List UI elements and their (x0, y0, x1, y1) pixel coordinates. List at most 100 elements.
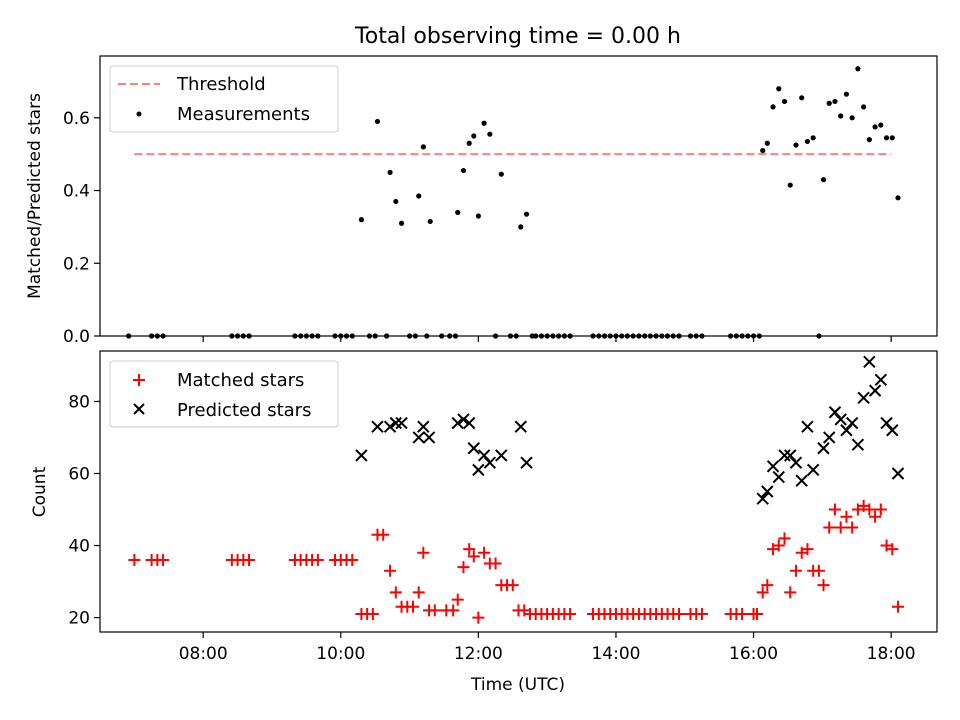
threshold-legend-label: Threshold (176, 74, 266, 95)
measurement-point (387, 169, 393, 175)
matched-star-point (463, 543, 476, 556)
top-y-tick-label: 0.6 (63, 109, 90, 129)
matched-star-point (564, 607, 577, 620)
top-panel: 0.0 0.2 0.4 0.6 Matched/Predicted stars Thr… (25, 55, 938, 347)
measurement-point (518, 224, 524, 230)
matched-star-point (489, 557, 502, 570)
predicted-star-point (417, 420, 430, 433)
bottom-x-ticks: 08:00 10:00 12:00 14:00 16:00 18:00 (179, 632, 916, 664)
matched-star-point (478, 546, 491, 559)
top-y-ticks: 0.0 0.2 0.4 0.6 (63, 109, 100, 347)
measurement-point (487, 131, 493, 137)
bottom-x-tick-label: 14:00 (591, 644, 640, 664)
bottom-legend-box (109, 360, 339, 428)
figure-title: Total observing time = 0.00 h (354, 24, 681, 49)
measurement-point (455, 209, 461, 215)
top-axes-frame (99, 55, 938, 337)
x-axis-label: Time (UTC) (470, 675, 565, 695)
predicted-star-point (823, 431, 836, 444)
predicted-star-point (383, 420, 397, 433)
predicted-star-point (795, 474, 808, 487)
predicted-legend-swatch (133, 403, 145, 415)
predicted-star-point (868, 384, 882, 397)
predicted-star-point (483, 456, 497, 469)
predicted-star-point (817, 442, 830, 455)
measurements-legend-label: Measurements (177, 104, 310, 125)
matched-star-point (506, 579, 519, 592)
matched-star-point (451, 593, 464, 606)
matched-star-point (389, 586, 402, 599)
predicted-star-point (520, 456, 533, 469)
matched-star-point (243, 553, 256, 566)
measurement-point (849, 115, 855, 121)
matched-star-point (311, 553, 324, 566)
matched-star-point (366, 607, 379, 620)
matched-star-point (801, 543, 814, 556)
matched-star-point (467, 550, 480, 563)
measurement-point (398, 220, 405, 226)
measurement-point (889, 135, 895, 141)
predicted-star-point (395, 416, 408, 430)
measurement-point (471, 133, 477, 139)
matched-star-point (886, 543, 899, 556)
predicted-star-point (495, 449, 508, 462)
matched-star-point (846, 521, 859, 534)
measurement-point (481, 120, 487, 126)
predicted-star-point (806, 463, 820, 477)
predicted-star-point (371, 420, 384, 433)
measurement-point (878, 122, 884, 128)
matched-star-point (128, 553, 141, 566)
measurement-point (498, 171, 504, 177)
matched-star-point (863, 503, 876, 516)
matched-star-point (789, 564, 802, 577)
bottom-y-axis-label: Count (30, 466, 50, 517)
measurement-point (804, 138, 811, 145)
matched-star-point (384, 564, 397, 577)
matched-star-point (784, 586, 797, 599)
measurement-point (393, 198, 399, 205)
measurement-point (832, 98, 838, 105)
measurement-point (420, 144, 426, 150)
matched-star-point (874, 503, 887, 516)
matched-star-point (428, 604, 441, 617)
predicted-star-point (891, 467, 905, 480)
predicted-star-point (457, 413, 470, 426)
bottom-y-ticks: 20 40 60 80 (68, 392, 100, 629)
matched-star-point (812, 564, 825, 577)
matched-star-point (673, 607, 686, 620)
top-y-tick-label: 0.0 (63, 327, 90, 347)
predicted-star-point (857, 391, 870, 405)
matched-star-point (346, 553, 359, 566)
matched-star-point (834, 521, 847, 534)
predicted-star-point (851, 438, 865, 451)
bottom-axes-frame (99, 350, 938, 633)
top-y-axis-label: Matched/Predicted stars (25, 93, 45, 299)
predicted-legend-label: Predicted stars (177, 400, 311, 421)
predicted-star-point (828, 406, 842, 419)
predicted-star-point (477, 449, 491, 462)
measurement-point (460, 167, 467, 174)
measurement-point (866, 137, 872, 143)
measurement-point (820, 177, 827, 183)
bottom-x-tick-label: 12:00 (454, 644, 503, 664)
measurement-point (475, 213, 481, 219)
matched-star-point (840, 510, 853, 523)
measurement-point (358, 217, 365, 223)
measurement-point (838, 113, 844, 119)
matched-star-point (817, 579, 830, 592)
bottom-y-tick-label: 60 (68, 464, 90, 484)
measurement-point (826, 100, 832, 106)
top-legend-box (109, 65, 339, 133)
predicted-star-point (355, 449, 368, 462)
predicted-star-point (451, 416, 464, 430)
top-x-ticks (202, 336, 892, 342)
top-y-tick-label: 0.2 (63, 254, 90, 274)
measurement-point (466, 140, 472, 146)
bottom-y-tick-label: 20 (68, 609, 90, 629)
predicted-star-point (845, 416, 859, 430)
measurement-point (427, 218, 433, 225)
predicted-star-point (874, 373, 888, 387)
measurement-point (799, 95, 805, 101)
